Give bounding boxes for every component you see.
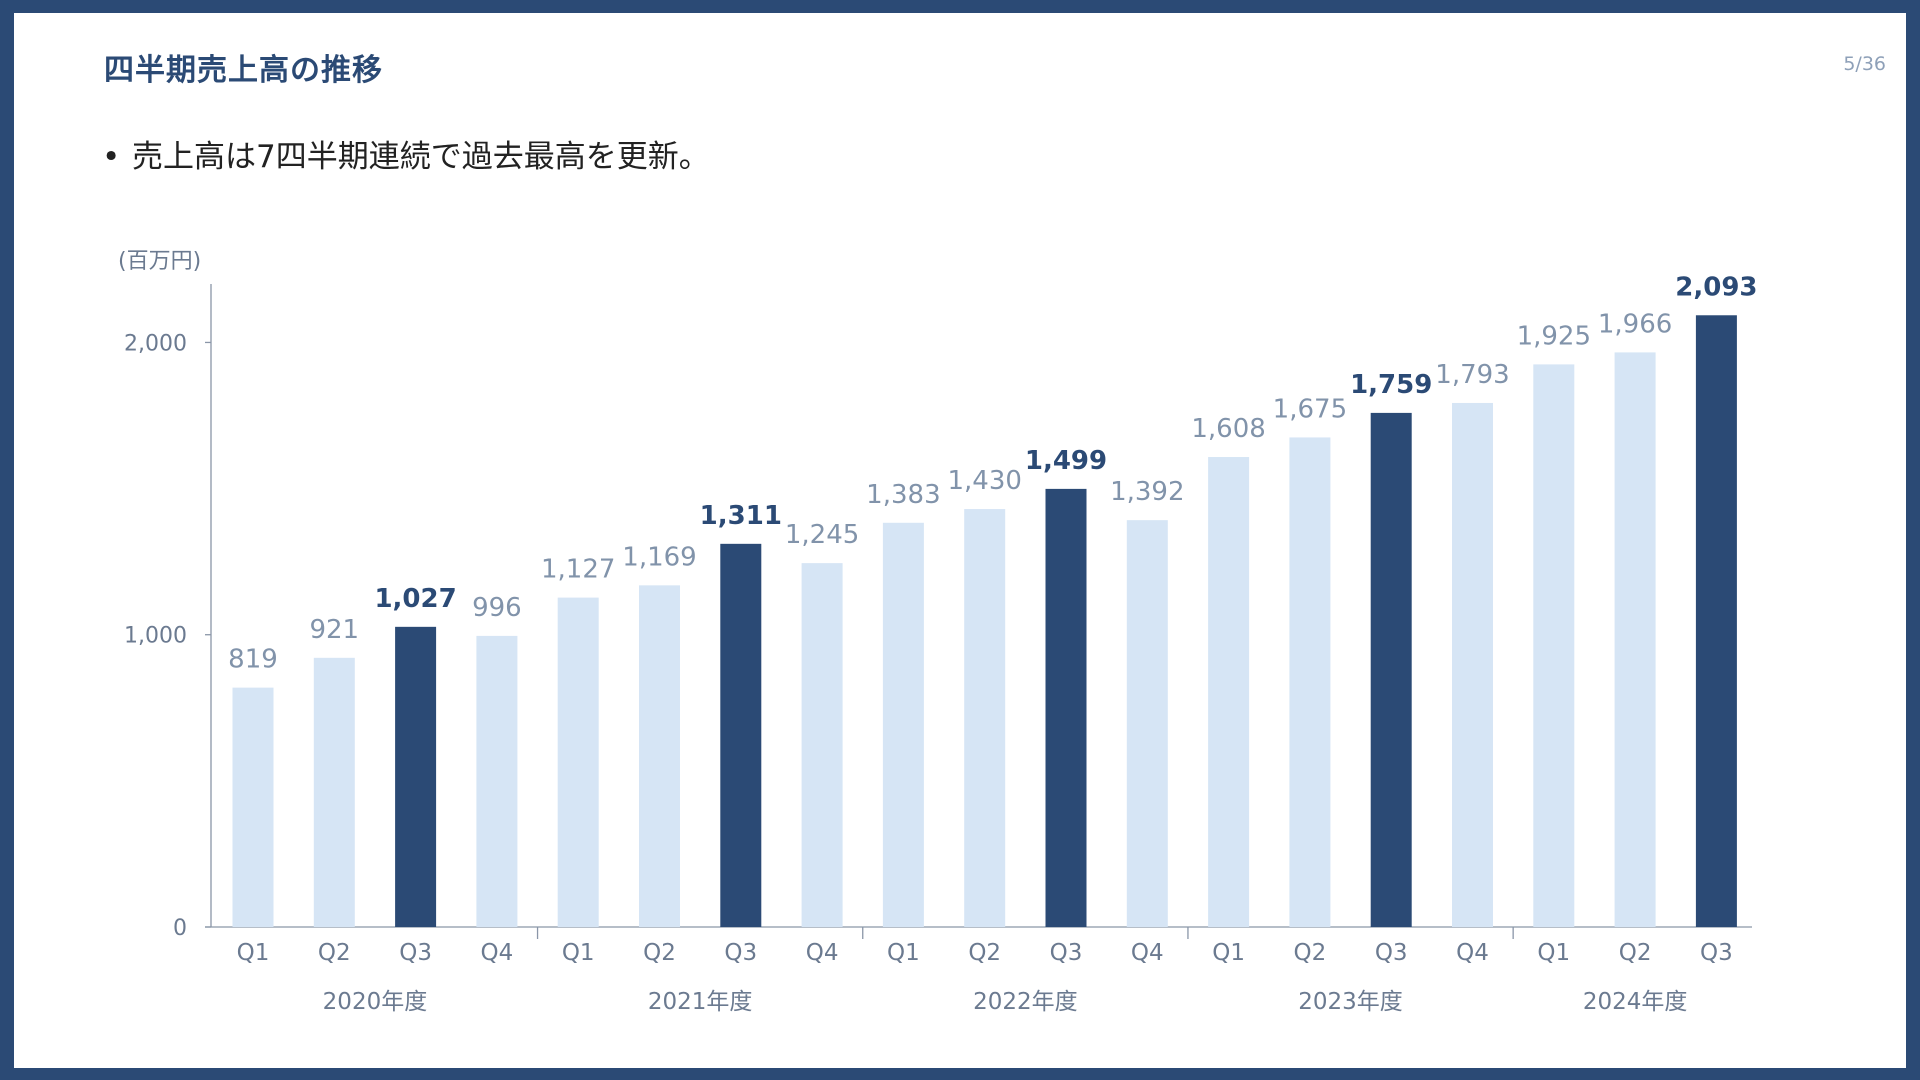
- data-label: 921: [309, 615, 359, 645]
- y-tick-label: 1,000: [124, 624, 187, 649]
- x-tick-label: Q1: [1537, 940, 1570, 966]
- data-label: 1,499: [1025, 446, 1107, 476]
- x-tick-label: Q4: [1456, 940, 1489, 966]
- x-tick-label: Q2: [1619, 940, 1652, 966]
- bar: [639, 585, 680, 927]
- bar: [1208, 457, 1250, 927]
- bullet-point: • 売上高は7四半期連続で過去最高を更新。: [102, 131, 710, 176]
- x-tick-label: Q4: [1131, 940, 1164, 966]
- year-group-label: 2024年度: [1583, 989, 1688, 1015]
- data-label: 996: [472, 593, 522, 623]
- bar: [1452, 402, 1493, 928]
- x-tick-label: Q3: [1050, 940, 1083, 966]
- bar: [720, 543, 762, 927]
- y-axis-unit-label: (百万円): [118, 249, 202, 274]
- bar: [313, 657, 355, 927]
- x-tick-label: Q2: [968, 940, 1001, 966]
- data-label: 2,093: [1675, 272, 1757, 302]
- bar: [476, 635, 518, 927]
- bar: [801, 563, 843, 927]
- x-tick-label: Q1: [562, 940, 595, 966]
- y-tick-label: 0: [173, 916, 187, 941]
- page-title: 四半期売上高の推移: [104, 53, 383, 88]
- data-label: 819: [228, 645, 278, 675]
- bar: [1126, 520, 1168, 927]
- x-tick-label: Q4: [481, 940, 514, 966]
- bar: [557, 597, 599, 927]
- bar: [395, 626, 437, 927]
- bar: [1045, 488, 1087, 927]
- year-group-label: 2020年度: [323, 989, 428, 1015]
- x-tick-label: Q3: [399, 940, 432, 966]
- data-label: 1,245: [785, 520, 859, 550]
- data-label: 1,608: [1191, 414, 1265, 444]
- bar: [882, 522, 924, 927]
- year-group-label: 2022年度: [973, 989, 1078, 1015]
- data-label: 1,169: [622, 542, 696, 572]
- data-label: 1,925: [1517, 321, 1591, 351]
- bar: [232, 687, 274, 927]
- bullet-text: 売上高は7四半期連続で過去最高を更新。: [132, 139, 710, 175]
- x-tick-label: Q3: [724, 940, 757, 966]
- bar: [1533, 364, 1575, 927]
- data-label: 1,127: [541, 555, 615, 585]
- bar: [1289, 437, 1331, 927]
- data-label: 1,311: [700, 501, 782, 531]
- data-label: 1,966: [1598, 309, 1672, 339]
- x-tick-label: Q2: [318, 940, 351, 966]
- x-tick-label: Q1: [887, 940, 920, 966]
- x-tick-label: Q1: [237, 940, 270, 966]
- x-tick-label: Q2: [1294, 940, 1327, 966]
- x-tick-label: Q3: [1375, 940, 1408, 966]
- data-label: 1,793: [1435, 360, 1509, 390]
- data-label: 1,027: [374, 584, 456, 614]
- data-label: 1,383: [866, 480, 940, 510]
- data-label: 1,675: [1273, 394, 1347, 424]
- data-label: 1,759: [1350, 370, 1432, 400]
- y-tick-label: 2,000: [124, 331, 187, 356]
- bar: [1370, 412, 1412, 927]
- x-tick-label: Q3: [1700, 940, 1733, 966]
- bullet-dot-icon: •: [102, 139, 121, 175]
- bar: [1695, 315, 1737, 927]
- year-group-label: 2021年度: [648, 989, 753, 1015]
- data-label: 1,430: [947, 466, 1021, 496]
- data-label: 1,392: [1110, 477, 1184, 507]
- year-group-label: 2023年度: [1298, 989, 1403, 1015]
- bar: [1614, 352, 1656, 927]
- x-tick-label: Q4: [806, 940, 839, 966]
- page-number: 5/36: [1843, 53, 1886, 75]
- x-tick-label: Q2: [643, 940, 676, 966]
- x-tick-label: Q1: [1212, 940, 1245, 966]
- bar: [964, 509, 1006, 927]
